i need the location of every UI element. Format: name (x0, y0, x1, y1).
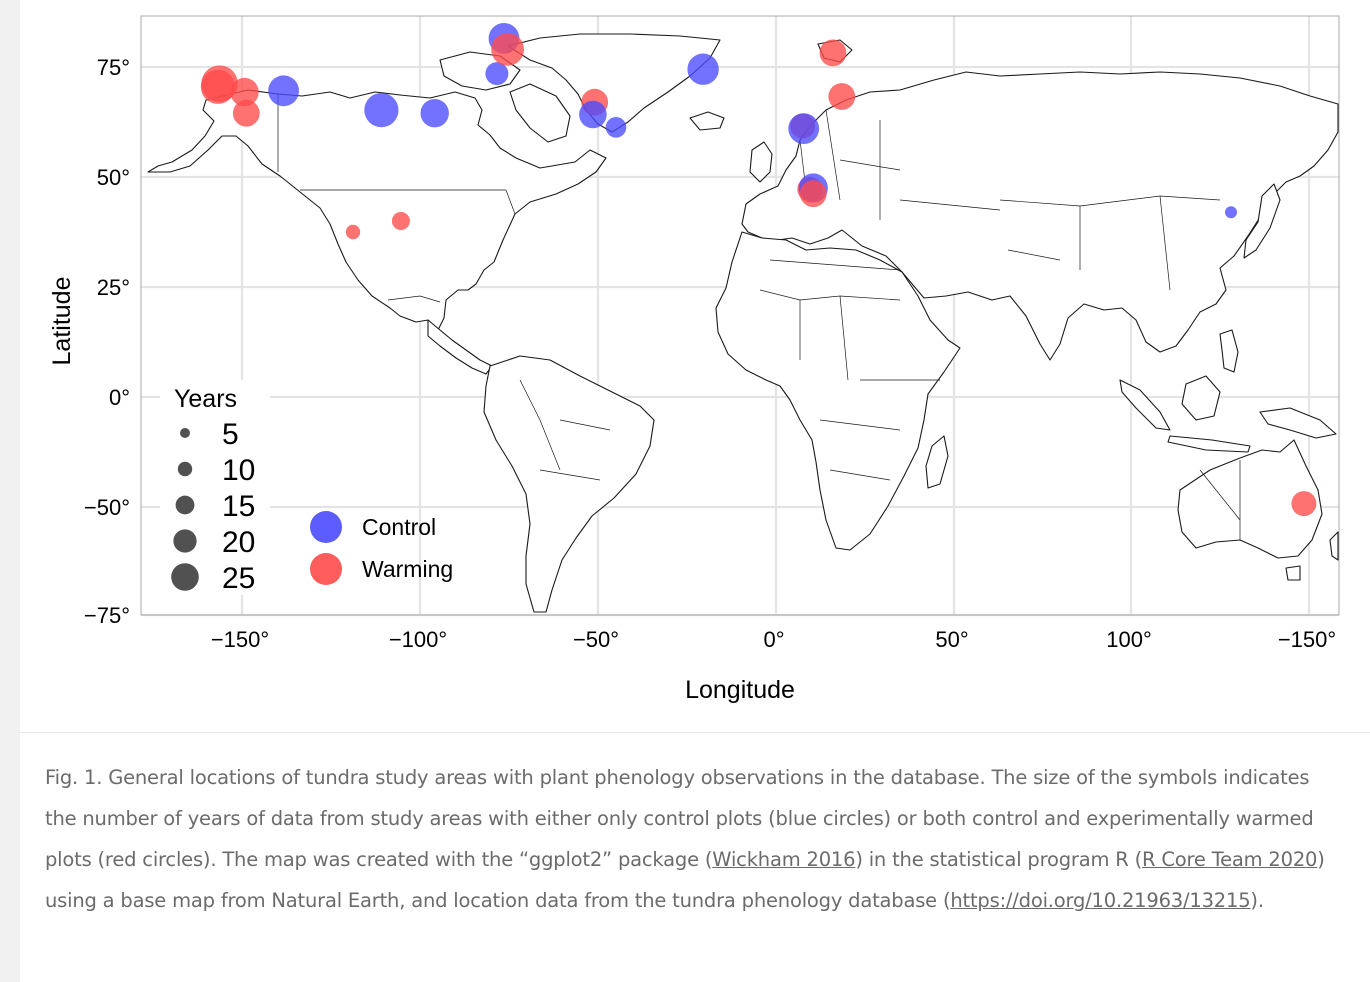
control-site-point (1225, 206, 1237, 219)
y-tick-label: −50° (84, 495, 130, 520)
size-legend-label: 25 (222, 562, 255, 595)
left-margin-rule (0, 0, 20, 982)
control-site-point (268, 75, 299, 107)
figure-caption: Fig. 1. General locations of tundra stud… (45, 757, 1340, 921)
country-borders (277, 94, 1241, 540)
warming-site-point (1291, 491, 1317, 517)
y-axis-title: Latitude (48, 277, 76, 366)
tasmania-landmass (1285, 565, 1301, 581)
size-legend-background (160, 380, 270, 595)
africa-landmass (715, 231, 961, 551)
x-tick-label: 50° (935, 627, 968, 652)
control-site-point (605, 117, 627, 138)
land-outlines (147, 33, 1339, 613)
color-legend-symbol (310, 553, 342, 585)
eurasia-landmass (741, 71, 1339, 361)
wickham-2016-link[interactable]: Wickham 2016 (712, 848, 856, 871)
caption-divider (20, 732, 1370, 733)
philippines-landmass (1219, 329, 1239, 373)
y-tick-label: 25° (97, 275, 130, 300)
y-tick-label: 0° (109, 385, 130, 410)
warming-site-point (391, 212, 410, 230)
size-legend-label: 10 (222, 454, 255, 487)
x-tick-label: −150° (1278, 627, 1336, 652)
british-isles-landmass (749, 141, 773, 183)
x-tick-label: 100° (1106, 627, 1152, 652)
control-site-point (420, 99, 449, 128)
warming-site-point (828, 83, 856, 110)
control-site-point (579, 100, 607, 129)
map-panel-border (140, 15, 1340, 616)
x-tick-label: −100° (389, 627, 447, 652)
doi-link[interactable]: https://doi.org/10.21963/13215 (950, 889, 1251, 912)
caption-text-1: Fig. 1. General locations of tundra stud… (45, 766, 1314, 871)
color-legend-label: Warming (362, 556, 453, 582)
size-legend-symbol (171, 563, 199, 591)
x-tick-label: 0° (763, 627, 784, 652)
warming-site-point (819, 39, 847, 67)
warming-site-point (491, 33, 524, 66)
size-legend-symbol (175, 495, 195, 515)
control-site-point (788, 113, 820, 144)
x-tick-label: −150° (211, 627, 269, 652)
control-site-point (687, 53, 719, 85)
latitude-tick-labels: 75° 50° 25° 0° −50° −75° (84, 55, 130, 628)
warming-site-point (200, 69, 235, 104)
iceland-landmass (689, 111, 725, 131)
warming-site-point (799, 180, 827, 208)
borneo-landmass (1181, 375, 1221, 421)
warming-site-point (230, 77, 259, 107)
control-site-point (485, 62, 509, 86)
size-legend-label: 20 (222, 526, 255, 559)
caption-text-4: ). (1250, 889, 1264, 912)
y-tick-label: 75° (97, 55, 130, 80)
color-legend-symbol (310, 511, 342, 543)
baffin-island-landmass (509, 83, 571, 143)
y-tick-label: 50° (97, 165, 130, 190)
world-map-svg: 75° 50° 25° 0° −50° −75° −150° −100° −50° 0° 50° 1… (48, 15, 1340, 704)
madagascar-landmass (925, 435, 949, 489)
x-axis-title: Longitude (685, 676, 795, 704)
new-guinea-landmass (1259, 407, 1337, 439)
greenland-landmass (507, 33, 721, 133)
size-legend-symbol (173, 529, 197, 553)
r-core-team-2020-link[interactable]: R Core Team 2020 (1142, 848, 1318, 871)
study-site-points (200, 23, 1317, 517)
map-figure: 75° 50° 25° 0° −50° −75° −150° −100° −50° 0° 50° 1… (20, 0, 1370, 732)
longitude-tick-labels: −150° −100° −50° 0° 50° 100° −150° (211, 627, 1336, 652)
size-legend-label: 5 (222, 418, 239, 451)
control-site-point (364, 93, 399, 128)
color-legend: Control Warming (310, 511, 453, 585)
warming-site-point (232, 99, 260, 127)
central-america-landmass (427, 319, 493, 375)
x-tick-label: −50° (573, 627, 619, 652)
sumatra-landmass (1119, 379, 1171, 431)
size-legend-symbol (177, 461, 193, 477)
color-legend-label: Control (362, 514, 436, 540)
size-legend-label: 15 (222, 490, 255, 523)
new-zealand-landmass (1329, 531, 1339, 561)
caption-text-3: ) using a base map from Natural Earth, a… (45, 848, 1325, 912)
south-america-landmass (483, 355, 655, 613)
warming-site-point (345, 224, 361, 240)
java-landmass (1167, 435, 1251, 453)
size-legend-title: Years (174, 385, 237, 413)
japan-landmass (1243, 183, 1281, 259)
y-tick-label: −75° (84, 603, 130, 628)
size-legend-symbol (180, 428, 190, 438)
australia-landmass (1177, 439, 1323, 559)
caption-text-2: ) in the statistical program R ( (855, 848, 1143, 871)
